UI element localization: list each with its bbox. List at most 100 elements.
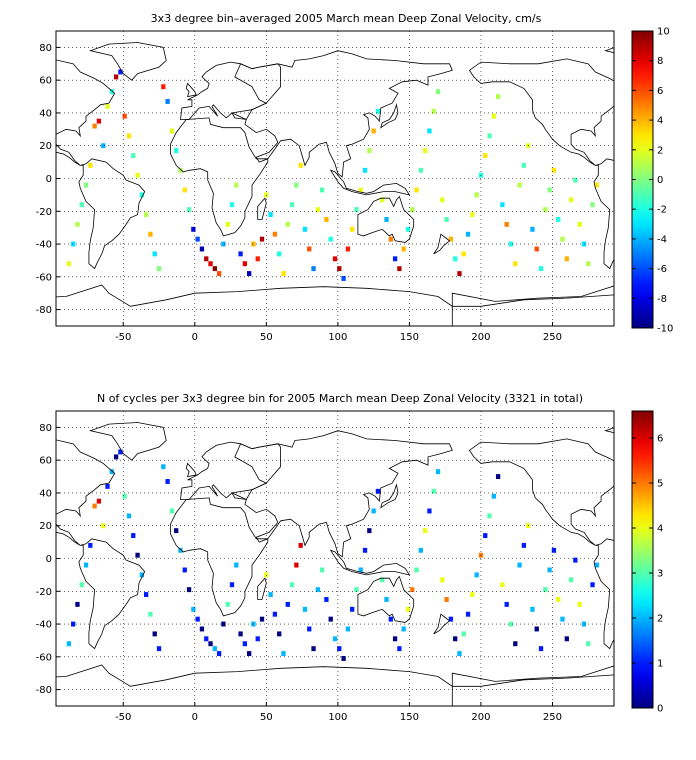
data-bin — [182, 187, 187, 193]
data-bin — [495, 94, 501, 100]
map-layer — [56, 422, 614, 706]
coastline-indonesia — [329, 169, 411, 196]
data-bin — [75, 601, 80, 607]
data-bin — [122, 493, 127, 499]
data-bin — [474, 572, 479, 578]
data-bin — [259, 236, 265, 242]
data-bin — [581, 241, 587, 247]
data-bin — [350, 226, 355, 232]
data-bin — [405, 226, 411, 232]
data-bin — [362, 167, 368, 173]
coastline-antarctica — [56, 664, 614, 706]
data-bin — [178, 547, 183, 553]
data-bin — [453, 256, 458, 262]
data-bin — [568, 577, 574, 583]
data-bin — [543, 587, 548, 593]
data-bin — [277, 631, 282, 637]
data-bin — [186, 207, 192, 213]
coastline-north-america — [56, 59, 116, 166]
coastline-uk — [185, 462, 197, 478]
data-bin — [388, 236, 393, 242]
data-bin — [161, 84, 166, 90]
data-bin — [431, 108, 436, 114]
plot-area — [56, 31, 614, 326]
data-bin — [247, 271, 252, 277]
data-bin — [573, 557, 578, 563]
data-bin — [564, 256, 569, 262]
y-tick-label: 20 — [39, 521, 52, 532]
data-bin — [96, 498, 102, 504]
data-bin — [156, 266, 162, 272]
x-tick-label: 0 — [192, 712, 198, 723]
y-tick-label: 60 — [39, 76, 52, 87]
data-bin — [577, 601, 582, 607]
data-bin — [143, 592, 149, 598]
coastline-greenland — [88, 42, 167, 81]
data-bin — [384, 217, 389, 222]
data-bin — [495, 474, 501, 480]
data-bin — [397, 646, 402, 652]
data-bin — [560, 236, 565, 242]
y-tick-label: 0 — [46, 554, 52, 565]
coastline-north-america — [468, 58, 614, 166]
data-bin — [264, 572, 269, 578]
data-bin — [255, 256, 260, 262]
data-bin — [341, 276, 346, 281]
data-bin — [101, 523, 106, 529]
data-bin — [517, 182, 522, 188]
data-bin — [143, 212, 149, 218]
data-bin — [448, 616, 454, 622]
colorbar-tick-label: 0 — [657, 175, 663, 186]
data-bin — [135, 552, 140, 558]
data-bin — [337, 266, 342, 272]
data-bin — [242, 641, 248, 647]
data-bin — [470, 212, 475, 218]
data-bin — [556, 597, 561, 602]
data-bin — [294, 182, 299, 188]
data-bin — [324, 217, 329, 222]
data-bin — [204, 256, 209, 262]
data-bin — [508, 621, 514, 627]
coastline-greenland — [88, 422, 167, 461]
data-bin — [122, 113, 127, 119]
data-bin — [71, 241, 76, 247]
data-bin — [508, 241, 514, 247]
data-bin — [367, 528, 372, 534]
colorbar-tick-label: 6 — [657, 434, 663, 445]
y-tick-label: -60 — [36, 272, 52, 283]
data-bin — [195, 236, 200, 242]
data-bin — [319, 567, 325, 573]
data-bin — [294, 562, 299, 568]
data-bin — [148, 231, 153, 237]
data-bin — [388, 616, 393, 622]
data-bin — [131, 533, 136, 539]
colorbar-tick-label: -2 — [657, 205, 667, 216]
data-bin — [573, 177, 578, 183]
data-bin — [547, 187, 552, 193]
coastline-japan — [380, 103, 399, 129]
data-bin — [350, 606, 355, 612]
data-bin — [165, 479, 170, 484]
colorbar-tick-label: 4 — [657, 524, 663, 535]
data-bin — [148, 611, 153, 617]
data-bin — [586, 641, 591, 647]
data-bin — [152, 251, 157, 257]
data-bin — [289, 202, 295, 208]
x-tick-label: -50 — [115, 332, 131, 343]
data-bin — [457, 271, 462, 277]
data-bin — [221, 241, 226, 247]
x-tick-label: 100 — [328, 332, 347, 343]
data-bin — [392, 256, 398, 262]
y-tick-label: 80 — [39, 43, 52, 54]
data-bin — [302, 606, 308, 612]
data-bin — [75, 221, 80, 227]
data-bin — [594, 182, 599, 188]
y-tick-label: -80 — [36, 685, 52, 696]
data-bin — [444, 597, 449, 602]
data-bin — [182, 567, 187, 573]
data-bin — [414, 567, 419, 573]
data-bin — [285, 601, 290, 607]
data-bin — [354, 207, 359, 213]
data-bin — [543, 207, 548, 213]
data-bin — [255, 636, 260, 642]
